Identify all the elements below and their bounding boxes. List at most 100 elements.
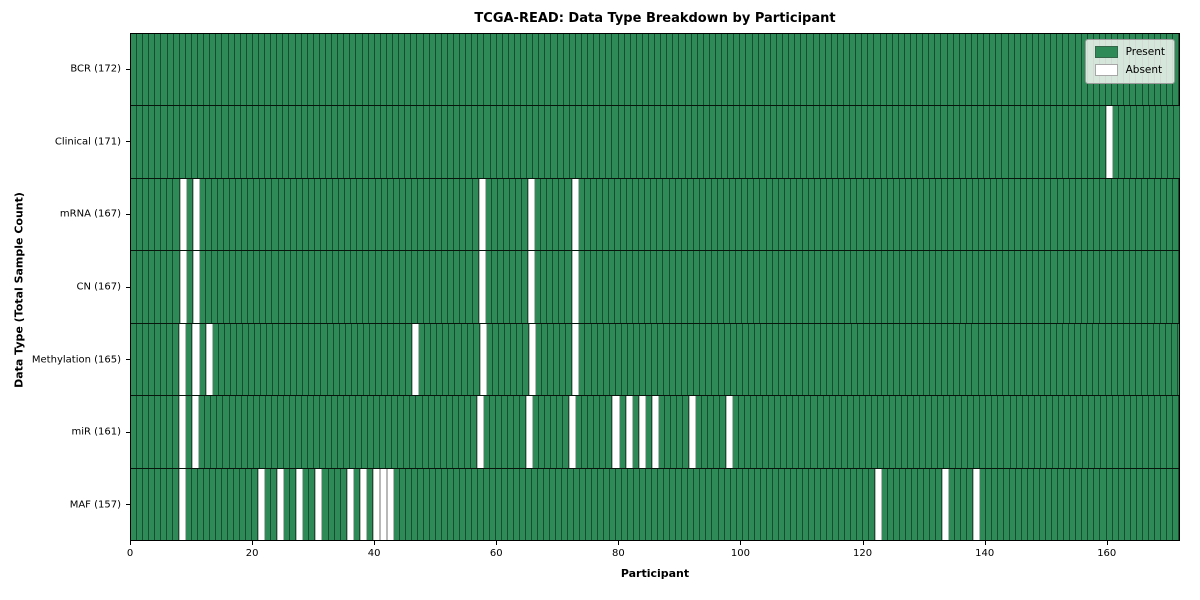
- present-cell: [691, 34, 698, 106]
- present-cell: [515, 178, 522, 251]
- present-cell: [790, 178, 797, 251]
- present-cell: [1124, 251, 1131, 323]
- present-cell: [417, 178, 424, 251]
- present-cell: [259, 396, 266, 468]
- present-cell: [821, 251, 828, 323]
- present-cell: [1002, 34, 1009, 106]
- present-cell: [345, 251, 352, 323]
- present-cell: [703, 106, 710, 178]
- present-cell: [399, 106, 406, 178]
- present-cell: [1124, 468, 1131, 540]
- present-cell: [808, 178, 815, 251]
- present-cell: [790, 468, 797, 540]
- present-cell: [949, 468, 956, 540]
- present-cell: [350, 34, 357, 106]
- present-cell: [1038, 34, 1046, 106]
- present-cell: [1032, 323, 1039, 396]
- present-cell: [411, 106, 418, 178]
- present-cell: [240, 106, 247, 178]
- ytick-label-cn: CN (167): [76, 281, 121, 293]
- present-cell: [990, 251, 997, 323]
- present-cell: [730, 251, 737, 323]
- present-cell: [730, 468, 737, 540]
- present-cell: [687, 251, 694, 323]
- present-cell: [272, 251, 279, 323]
- present-cell: [673, 106, 680, 178]
- present-cell: [327, 323, 334, 396]
- present-cell: [557, 106, 564, 178]
- present-cell: [893, 323, 900, 396]
- present-cell: [606, 396, 613, 468]
- present-cell: [484, 106, 491, 178]
- present-cell: [1032, 34, 1039, 106]
- present-cell: [1149, 106, 1156, 178]
- present-cell: [149, 106, 156, 178]
- present-cell: [802, 468, 809, 540]
- present-cell: [460, 34, 467, 106]
- present-cell: [612, 34, 619, 106]
- present-cell: [278, 178, 285, 251]
- present-cell: [387, 251, 394, 323]
- present-cell: [230, 178, 237, 251]
- present-cell: [862, 106, 869, 178]
- present-cell: [533, 106, 540, 178]
- present-cell: [924, 323, 931, 396]
- present-cell: [1009, 251, 1016, 323]
- present-cell: [459, 468, 466, 540]
- present-cell: [321, 323, 328, 396]
- present-cell: [904, 106, 911, 178]
- present-cell: [1004, 396, 1011, 468]
- present-cell: [234, 106, 241, 178]
- present-cell: [386, 396, 393, 468]
- present-cell: [578, 178, 585, 251]
- present-cell: [460, 251, 467, 323]
- present-cell: [1027, 178, 1034, 251]
- present-cell: [277, 34, 284, 106]
- present-cell: [819, 34, 826, 106]
- present-cell: [260, 323, 268, 396]
- present-cell: [1125, 106, 1132, 178]
- present-cell: [789, 34, 796, 106]
- present-cell: [839, 323, 846, 396]
- present-cell: [655, 106, 662, 178]
- present-cell: [796, 468, 803, 540]
- present-cell: [1172, 323, 1179, 396]
- present-cell: [374, 396, 381, 468]
- present-cell: [1045, 34, 1052, 106]
- present-cell: [1136, 251, 1143, 323]
- present-cell: [289, 396, 296, 468]
- present-cell: [803, 323, 810, 396]
- present-cell: [604, 468, 611, 540]
- present-cell: [857, 323, 864, 396]
- present-cell: [875, 251, 882, 323]
- present-cell: [199, 323, 206, 396]
- present-cell: [865, 396, 872, 468]
- present-cell: [1125, 396, 1132, 468]
- present-cell: [1045, 251, 1052, 323]
- present-cell: [149, 323, 156, 396]
- present-cell: [930, 323, 937, 396]
- present-cell: [608, 251, 615, 323]
- present-cell: [760, 178, 767, 251]
- present-cell: [936, 468, 943, 540]
- present-cell: [911, 106, 918, 178]
- present-cell: [254, 323, 261, 396]
- present-cell: [996, 106, 1003, 178]
- present-cell: [400, 323, 407, 396]
- present-cell: [416, 396, 423, 468]
- row-mrna: [131, 177, 1179, 251]
- present-cell: [1166, 468, 1173, 540]
- present-cell: [550, 468, 557, 540]
- present-cell: [234, 34, 241, 106]
- present-cell: [602, 251, 609, 323]
- present-cell: [1112, 468, 1119, 540]
- present-cell: [819, 106, 826, 178]
- present-cell: [936, 178, 943, 251]
- present-cell: [507, 396, 514, 468]
- present-cell: [880, 106, 887, 178]
- present-cell: [1107, 396, 1114, 468]
- present-cell: [889, 396, 896, 468]
- present-cell: [633, 178, 640, 251]
- present-cell: [143, 323, 150, 396]
